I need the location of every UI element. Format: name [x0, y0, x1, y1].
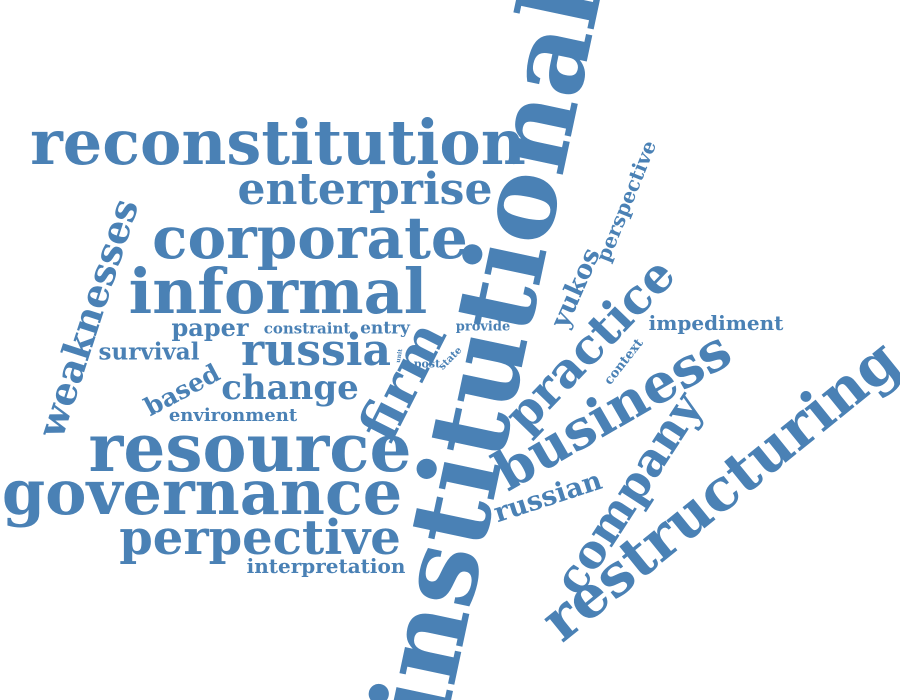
word-post: post — [413, 357, 441, 371]
word-constraint: constraint — [263, 319, 351, 338]
word-environment: environment — [168, 405, 298, 426]
word-informal: informal — [128, 255, 428, 328]
word-governance: governance — [1, 456, 403, 529]
word-reconstitution: reconstitution — [30, 106, 526, 179]
word-weaknesses: weaknesses — [27, 192, 148, 443]
word-perpective: perpective — [119, 510, 401, 566]
word-resource: resource — [88, 409, 412, 487]
word-interpretation: interpretation — [246, 554, 406, 578]
word-provide: provide — [455, 319, 511, 335]
word-perspective: perspective — [590, 136, 662, 266]
word-paper: paper — [171, 313, 249, 342]
word-impediment: impediment — [648, 311, 784, 335]
word-enterprise: enterprise — [237, 164, 493, 215]
word-corporate: corporate — [152, 204, 468, 272]
word-survival: survival — [98, 338, 200, 366]
word-entry: entry — [360, 318, 410, 339]
word-change: change — [221, 368, 359, 408]
word-russia: russia — [241, 325, 391, 376]
